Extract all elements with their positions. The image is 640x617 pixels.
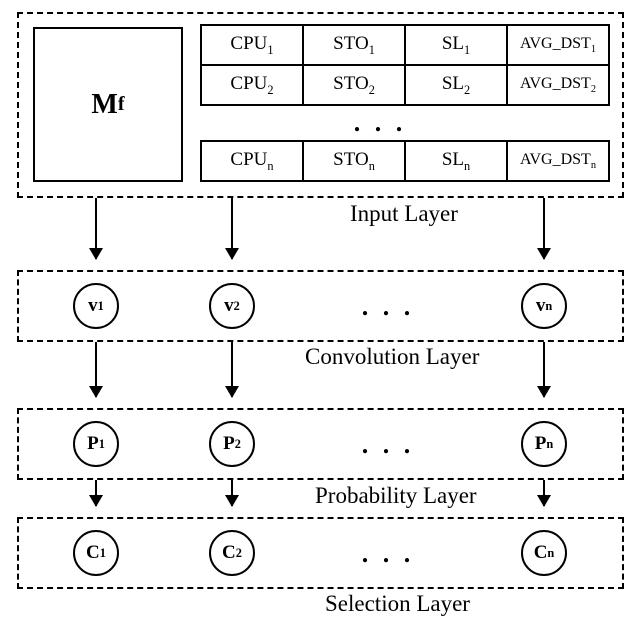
selection-layer-label: Selection Layer	[325, 591, 470, 617]
cell: CPU1	[201, 25, 303, 65]
selection-layer-node: C1	[73, 530, 119, 576]
arrow-down	[543, 480, 546, 506]
probability-layer-node: P2	[209, 421, 255, 467]
arrow-down	[543, 198, 546, 259]
input-table-bottom: CPUnSTOnSLnAVG_DSTn	[200, 140, 610, 182]
probability-layer-node: P1	[73, 421, 119, 467]
convolution-layer-node: v1	[73, 283, 119, 329]
cell: CPU2	[201, 65, 303, 105]
mf-box: Mf	[33, 27, 183, 182]
convolution-layer-label: Convolution Layer	[305, 344, 479, 370]
probability-layer-node: Pn	[521, 421, 567, 467]
cell: SL1	[405, 25, 507, 65]
ellipsis: . . .	[348, 539, 428, 569]
cell: AVG_DSTn	[507, 141, 609, 181]
selection-layer-node: Cn	[521, 530, 567, 576]
arrow-down	[231, 198, 234, 259]
convolution-layer-node: vn	[521, 283, 567, 329]
cell: STOn	[303, 141, 405, 181]
convolution-layer-node: v2	[209, 283, 255, 329]
arrow-down	[95, 480, 98, 506]
arrow-down	[95, 198, 98, 259]
cell: CPUn	[201, 141, 303, 181]
ellipsis: . . .	[348, 292, 428, 322]
arrow-down	[231, 480, 234, 506]
arrow-down	[95, 342, 98, 397]
ellipsis: . . .	[348, 430, 428, 460]
probability-layer-label: Probability Layer	[315, 483, 477, 509]
cell: AVG_DST1	[507, 25, 609, 65]
cell: STO2	[303, 65, 405, 105]
cell: STO1	[303, 25, 405, 65]
cell: SL2	[405, 65, 507, 105]
arrow-down	[231, 342, 234, 397]
input-table-top: CPU1STO1SL1AVG_DST1 CPU2STO2SL2AVG_DST2	[200, 24, 610, 106]
ellipsis: . . .	[340, 108, 420, 138]
input-layer-label: Input Layer	[350, 201, 458, 227]
cell: AVG_DST2	[507, 65, 609, 105]
cell: SLn	[405, 141, 507, 181]
selection-layer-node: C2	[209, 530, 255, 576]
arrow-down	[543, 342, 546, 397]
